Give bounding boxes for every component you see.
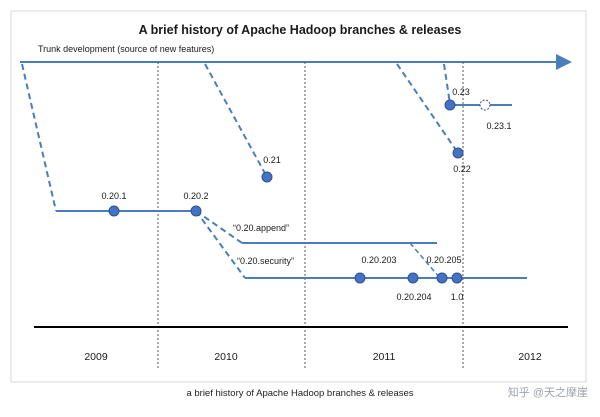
watermark: 知乎 @天之摩崖 xyxy=(507,387,588,399)
release-label-0.23: 0.23 xyxy=(452,87,470,97)
release-label-0.20.204: 0.20.204 xyxy=(396,292,431,302)
year-label-2010: 2010 xyxy=(214,351,238,363)
branch-021-fork xyxy=(204,63,268,178)
release-dot-0.20.203 xyxy=(354,272,366,284)
release-label-0.22: 0.22 xyxy=(453,164,471,174)
branch-security-fork xyxy=(195,210,246,279)
release-label-0.20.205: 0.20.205 xyxy=(426,255,461,265)
release-dot-0.20.205 xyxy=(436,272,448,284)
branch-020-fork xyxy=(21,63,57,212)
release-label-0.21: 0.21 xyxy=(263,155,281,165)
branch-label-security: “0.20.security” xyxy=(237,256,294,266)
trunk-label: Trunk development (source of new feature… xyxy=(38,44,214,54)
year-label-2011: 2011 xyxy=(373,351,396,363)
year-label-2012: 2012 xyxy=(518,351,542,363)
diagram-title: A brief history of Apache Hadoop branche… xyxy=(139,23,462,37)
branch-label-append: “0.20.append” xyxy=(233,223,289,233)
figure-frame xyxy=(10,10,587,383)
branch-022-fork xyxy=(396,63,459,154)
release-dot-0.20.2 xyxy=(190,205,202,217)
release-dot-0.22 xyxy=(452,147,464,159)
release-label-0.20.1: 0.20.1 xyxy=(101,191,126,201)
release-label-0.23.1: 0.23.1 xyxy=(486,121,511,131)
figure-caption: a brief history of Apache Hadoop branche… xyxy=(186,388,414,399)
release-label-0.20.203: 0.20.203 xyxy=(361,255,396,265)
release-dot-0.21 xyxy=(261,171,273,183)
release-dot-0.23 xyxy=(444,99,456,111)
release-label-1.0: 1.0 xyxy=(451,292,464,302)
release-dot-1.0 xyxy=(451,272,463,284)
release-label-0.20.2: 0.20.2 xyxy=(183,191,208,201)
branch-023-fork xyxy=(443,63,451,105)
release-dot-0.20.1 xyxy=(108,205,120,217)
release-dot-0.20.204 xyxy=(407,272,419,284)
release-dot-0.23.1 xyxy=(479,99,491,111)
year-label-2009: 2009 xyxy=(84,351,108,363)
